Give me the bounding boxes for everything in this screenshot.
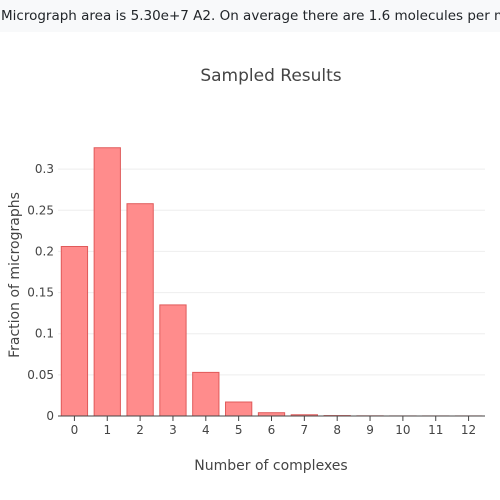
bar-4[interactable] bbox=[192, 371, 220, 417]
y-tick-label: 0.3 bbox=[35, 162, 54, 176]
y-tick-label: 0.05 bbox=[27, 368, 54, 382]
y-tick-label: 0.1 bbox=[35, 327, 54, 341]
x-tick-label: 7 bbox=[301, 423, 309, 437]
bars bbox=[60, 147, 483, 417]
x-axis-title: Number of complexes bbox=[194, 458, 347, 474]
bar-3[interactable] bbox=[159, 304, 187, 417]
x-tick-label: 10 bbox=[395, 423, 410, 437]
bar-0[interactable] bbox=[60, 245, 89, 417]
x-tick-label: 5 bbox=[235, 423, 243, 437]
y-axis-title: Fraction of micrographs bbox=[7, 192, 23, 358]
x-tick-label: 8 bbox=[333, 423, 341, 437]
x-tick-label: 12 bbox=[461, 423, 476, 437]
y-tick-label: 0 bbox=[46, 409, 54, 423]
y-tick-label: 0.25 bbox=[27, 203, 54, 217]
x-tick-label: 2 bbox=[136, 423, 144, 437]
chart-title: Sampled Results bbox=[200, 66, 341, 86]
axes: 00.050.10.150.20.250.30 1 2 3 4 5 6 7 8 9 10 11 12 bbox=[27, 162, 485, 437]
y-tick-label: 0.2 bbox=[35, 244, 54, 258]
bar-5[interactable] bbox=[225, 401, 253, 417]
gridlines bbox=[58, 168, 485, 376]
info-bar: Micrograph area is 5.30e+7 A2. On averag… bbox=[0, 0, 500, 32]
bar-2[interactable] bbox=[126, 203, 154, 417]
bar-1[interactable] bbox=[93, 147, 121, 417]
x-tick-label: 0 bbox=[71, 423, 79, 437]
info-text: Micrograph area is 5.30e+7 A2. On averag… bbox=[1, 8, 500, 24]
x-tick-label: 6 bbox=[268, 423, 276, 437]
y-tick-label: 0.15 bbox=[27, 286, 54, 300]
x-tick-label: 4 bbox=[202, 423, 210, 437]
x-tick-label: 1 bbox=[103, 423, 111, 437]
x-tick-label: 3 bbox=[169, 423, 177, 437]
x-tick-label: 9 bbox=[366, 423, 374, 437]
x-tick-label: 11 bbox=[428, 423, 443, 437]
